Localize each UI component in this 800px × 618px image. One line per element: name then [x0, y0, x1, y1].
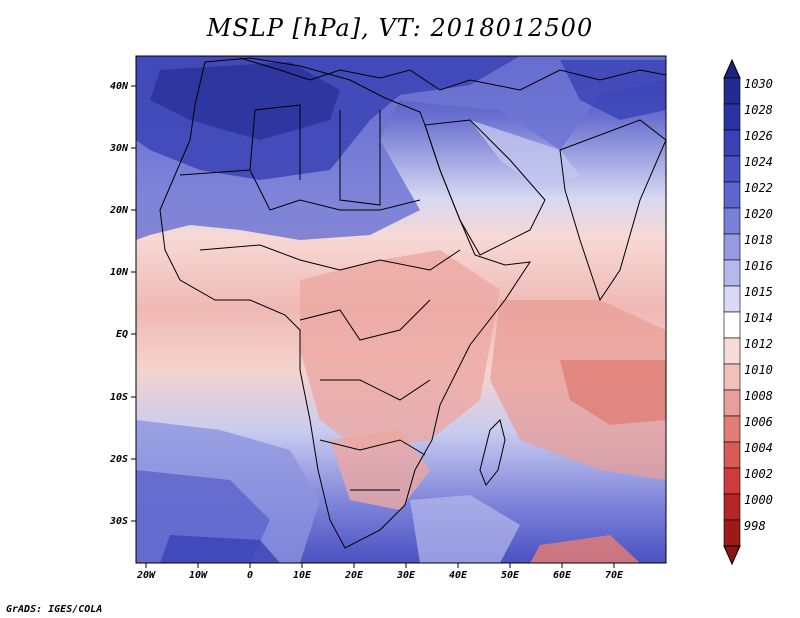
colorbar-swatch	[724, 416, 740, 442]
colorbar-label: 1000	[744, 493, 773, 507]
colorbar-bottom-cap	[724, 546, 740, 564]
colorbar-swatch	[724, 78, 740, 104]
colorbar-label: 1006	[744, 415, 773, 429]
lon-tick-label: 0	[247, 570, 253, 581]
lat-tick-label: 20N	[109, 205, 129, 216]
colorbar-label: 1015	[744, 285, 773, 299]
lon-tick-label: 20E	[344, 570, 364, 581]
lon-tick-label: 10W	[189, 570, 208, 581]
lon-tick-label: 60E	[553, 570, 572, 581]
colorbar-label: 1004	[744, 441, 773, 455]
colorbar-swatch	[724, 494, 740, 520]
colorbar-swatch	[724, 468, 740, 494]
colorbar-swatch	[724, 208, 740, 234]
colorbar-label: 1012	[744, 337, 773, 351]
lon-tick-label: 20W	[136, 570, 156, 581]
colorbar-swatch	[724, 520, 740, 546]
colorbar-swatch	[724, 234, 740, 260]
lat-tick-label: 30N	[109, 143, 129, 154]
credit-text: GrADS: IGES/COLA	[6, 604, 102, 615]
lat-axis: 40N 30N 20N 10N EQ 10S 20S 30S	[109, 81, 136, 527]
colorbar-swatch	[724, 260, 740, 286]
lat-tick-label: EQ	[116, 329, 128, 340]
colorbar-swatch	[724, 130, 740, 156]
colorbar-label: 1028	[744, 103, 773, 117]
colorbar-label: 1018	[744, 233, 773, 247]
lon-tick-label: 40E	[449, 570, 468, 581]
colorbar-swatch	[724, 156, 740, 182]
lon-tick-label: 50E	[501, 570, 520, 581]
colorbar-swatch	[724, 442, 740, 468]
colorbar-swatch	[724, 312, 740, 338]
colorbar-label: 1010	[744, 363, 773, 377]
colorbar-label: 1016	[744, 259, 773, 273]
colorbar-swatch	[724, 390, 740, 416]
colorbar-label: 1020	[744, 207, 773, 221]
lat-tick-label: 20S	[109, 454, 128, 465]
colorbar: 1030 1028 1026 1024 1022 1020 1018 1016 1015 1014…	[724, 60, 773, 564]
colorbar-label: 998	[744, 519, 766, 533]
colorbar-label: 1014	[744, 311, 773, 325]
colorbar-label: 1008	[744, 389, 773, 403]
colorbar-label: 1024	[744, 155, 773, 169]
colorbar-swatch	[724, 338, 740, 364]
colorbar-top-cap	[724, 60, 740, 78]
pressure-field	[136, 56, 666, 563]
lon-tick-label: 70E	[605, 570, 624, 581]
colorbar-swatch	[724, 364, 740, 390]
lat-tick-label: 30S	[109, 516, 128, 527]
lon-axis: 20W 10W 0 10E 20E 30E 40E 50E 60E 70E	[136, 563, 624, 581]
map-figure: 20W 10W 0 10E 20E 30E 40E 50E 60E 70E 40…	[0, 0, 800, 618]
lat-tick-label: 40N	[110, 81, 129, 92]
colorbar-label: 1002	[744, 467, 773, 481]
colorbar-swatch	[724, 286, 740, 312]
colorbar-label: 1022	[744, 181, 773, 195]
colorbar-label: 1026	[744, 129, 773, 143]
lat-tick-label: 10S	[110, 392, 128, 403]
lat-tick-label: 10N	[110, 267, 129, 278]
lon-tick-label: 30E	[396, 570, 416, 581]
lon-tick-label: 10E	[293, 570, 312, 581]
colorbar-label: 1030	[744, 77, 773, 91]
colorbar-swatch	[724, 104, 740, 130]
colorbar-swatch	[724, 182, 740, 208]
